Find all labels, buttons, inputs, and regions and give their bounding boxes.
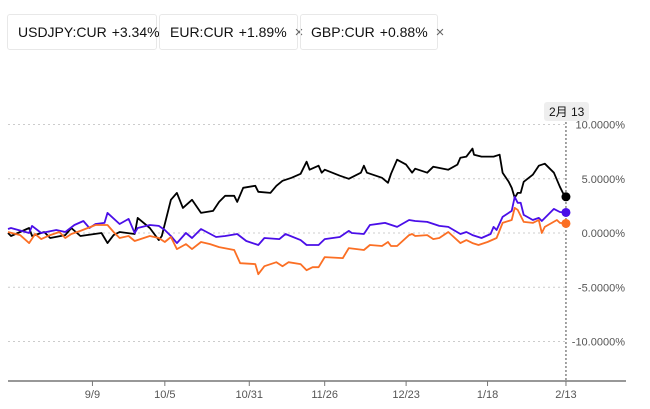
y-tick-label: 5.0000% <box>582 174 626 186</box>
x-tick-label: 1/18 <box>477 389 498 401</box>
y-tick-label: 0.0000% <box>582 228 626 240</box>
series-endpoint-marker <box>561 192 571 202</box>
legend-label: EUR:CUR <box>170 24 234 40</box>
x-tick-label: 10/5 <box>154 389 175 401</box>
x-tick-label: 9/9 <box>85 389 100 401</box>
series-line-eurcur <box>7 196 567 246</box>
y-tick-label: -5.0000% <box>578 282 625 294</box>
series-endpoint-marker <box>561 218 571 228</box>
close-icon[interactable]: × <box>435 23 445 41</box>
x-tick-label: 10/31 <box>236 389 264 401</box>
legend-label: GBP:CUR <box>311 24 375 40</box>
legend-change: +3.34% <box>111 24 160 40</box>
legend-label: USDJPY:CUR <box>18 24 107 40</box>
date-tooltip: 2月 13 <box>544 102 590 121</box>
y-tick-label: 10.0000% <box>575 120 625 132</box>
legend-change: +0.88% <box>379 24 428 40</box>
close-icon[interactable]: × <box>294 23 304 41</box>
series-line-gbpcur <box>7 207 567 276</box>
legend-change: +1.89% <box>238 24 287 40</box>
series-line-usdjpycur <box>7 147 567 244</box>
x-tick-label: 2/13 <box>555 389 576 401</box>
series-endpoint-marker <box>561 207 571 217</box>
legend-item-eur[interactable]: EUR:CUR +1.89% × <box>159 14 303 50</box>
y-tick-label: -10.0000% <box>572 337 625 349</box>
x-tick-label: 12/23 <box>392 389 420 401</box>
legend-item-usdjpy[interactable]: USDJPY:CUR +3.34% <box>7 14 160 50</box>
x-tick-label: 11/26 <box>311 389 338 401</box>
legend-item-gbp[interactable]: GBP:CUR +0.88% × <box>300 14 444 50</box>
